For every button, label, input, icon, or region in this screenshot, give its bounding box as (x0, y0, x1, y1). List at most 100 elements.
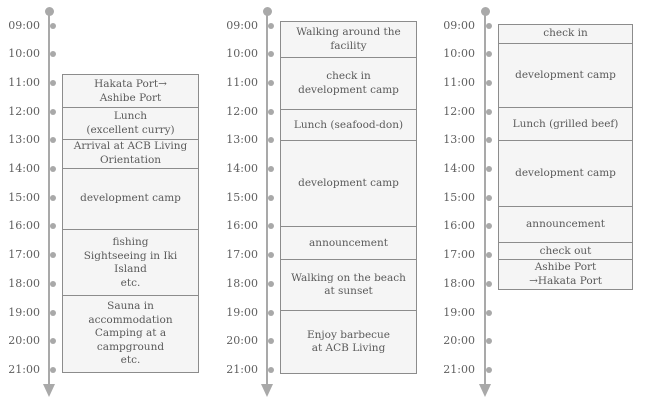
hour-label: 16:00 (226, 219, 258, 233)
hour-label: 10:00 (443, 47, 475, 61)
hour-dot (486, 338, 492, 345)
event-line: development camp (80, 192, 181, 205)
hour-label: 19:00 (8, 305, 40, 319)
hour-dot (486, 22, 492, 29)
hour-dot (50, 194, 56, 201)
event-line: Ashibe Port (99, 91, 162, 104)
event-line: Ashibe Port (534, 261, 597, 274)
event-box: development camp (62, 167, 199, 231)
event-line: facility (330, 39, 367, 52)
event-box: Walking on the beach at sunset (280, 259, 417, 312)
hour-dot (268, 137, 274, 144)
event-box: Hakata Port→ Ashibe Port (62, 74, 199, 109)
hour-label: 17:00 (443, 248, 475, 262)
hour-dot (268, 22, 274, 29)
hour-dot (268, 194, 274, 201)
event-line: campground (96, 340, 165, 353)
event-line: fishing (112, 236, 149, 249)
hour-dot (486, 166, 492, 173)
hour-label: 09:00 (8, 18, 40, 32)
hour-label: 19:00 (443, 305, 475, 319)
event-line: Lunch (seafood-don) (293, 118, 404, 131)
hour-dot (50, 137, 56, 144)
hour-dot (268, 166, 274, 173)
hour-label: 15:00 (8, 190, 40, 204)
hour-dot (50, 51, 56, 58)
event-line: Lunch (113, 110, 148, 123)
hour-label: 11:00 (226, 75, 258, 89)
hour-label: 20:00 (226, 334, 258, 348)
event-box: development camp (280, 140, 417, 228)
event-line: check out (539, 244, 592, 257)
hour-dot (486, 252, 492, 259)
hour-label: 11:00 (443, 75, 475, 89)
hour-label: 12:00 (226, 104, 258, 118)
hour-dot (486, 108, 492, 115)
hour-label: 17:00 (226, 248, 258, 262)
hour-label: 13:00 (443, 133, 475, 147)
event-line: announcement (309, 236, 388, 249)
event-line: development camp (298, 177, 399, 190)
hour-dot (50, 309, 56, 316)
event-line: accommodation (88, 313, 173, 326)
hour-dot (50, 252, 56, 259)
event-box: Lunch (excellent curry) (62, 107, 199, 141)
event-line: at sunset (324, 285, 373, 298)
event-box: Sauna in accommodation Camping at a campgro… (62, 295, 199, 373)
timeline-line (266, 11, 268, 385)
event-line: (excellent curry) (86, 123, 175, 136)
hour-dot (268, 51, 274, 58)
event-line: etc. (120, 354, 141, 367)
event-line: Sauna in (107, 300, 154, 313)
event-box: Walking around the facility (280, 21, 417, 59)
event-box: Lunch (grilled beef) (498, 107, 633, 142)
hour-label: 15:00 (226, 190, 258, 204)
hour-label: 16:00 (443, 219, 475, 233)
hour-label: 21:00 (226, 362, 258, 376)
event-line: Orientation (99, 153, 162, 166)
event-line: Walking around the (296, 26, 401, 39)
event-line: announcement (526, 218, 605, 231)
hour-label: 14:00 (8, 162, 40, 176)
hour-dot (486, 280, 492, 287)
hour-dot (486, 194, 492, 201)
hour-dot (50, 280, 56, 287)
hour-dot (50, 108, 56, 115)
event-box: Arrival at ACB Living Orientation (62, 138, 199, 170)
hour-label: 15:00 (443, 190, 475, 204)
hour-dot (268, 280, 274, 287)
hour-dot (268, 338, 274, 345)
hour-dot (268, 108, 274, 115)
timeline-line (484, 11, 486, 385)
timeline-arrowhead-icon (261, 384, 273, 397)
hour-dot (486, 137, 492, 144)
hour-dot (50, 22, 56, 29)
event-line: Enjoy barbecue (306, 328, 391, 341)
hour-dot (268, 223, 274, 230)
hour-dot (268, 79, 274, 86)
event-box: development camp (498, 42, 633, 109)
hour-label: 21:00 (8, 362, 40, 376)
event-line: development camp (515, 69, 616, 81)
hour-label: 12:00 (443, 104, 475, 118)
timeline-arrowhead-icon (479, 384, 491, 397)
hour-label: 17:00 (8, 248, 40, 262)
event-box: development camp (498, 140, 633, 208)
event-line: development camp (298, 83, 399, 96)
event-box: Lunch (seafood-don) (280, 108, 417, 142)
hour-dot (50, 79, 56, 86)
timeline-start-dot (262, 7, 272, 16)
hour-dot (50, 223, 56, 230)
hour-label: 19:00 (226, 305, 258, 319)
hour-dot (268, 252, 274, 259)
hour-dot (486, 223, 492, 230)
hour-label: 13:00 (8, 133, 40, 147)
hour-label: 14:00 (443, 162, 475, 176)
hour-label: 20:00 (443, 334, 475, 348)
event-line: Walking on the beach (291, 271, 406, 284)
event-line: check in (543, 27, 588, 40)
hour-label: 10:00 (8, 47, 40, 61)
event-box: check out (498, 242, 633, 261)
